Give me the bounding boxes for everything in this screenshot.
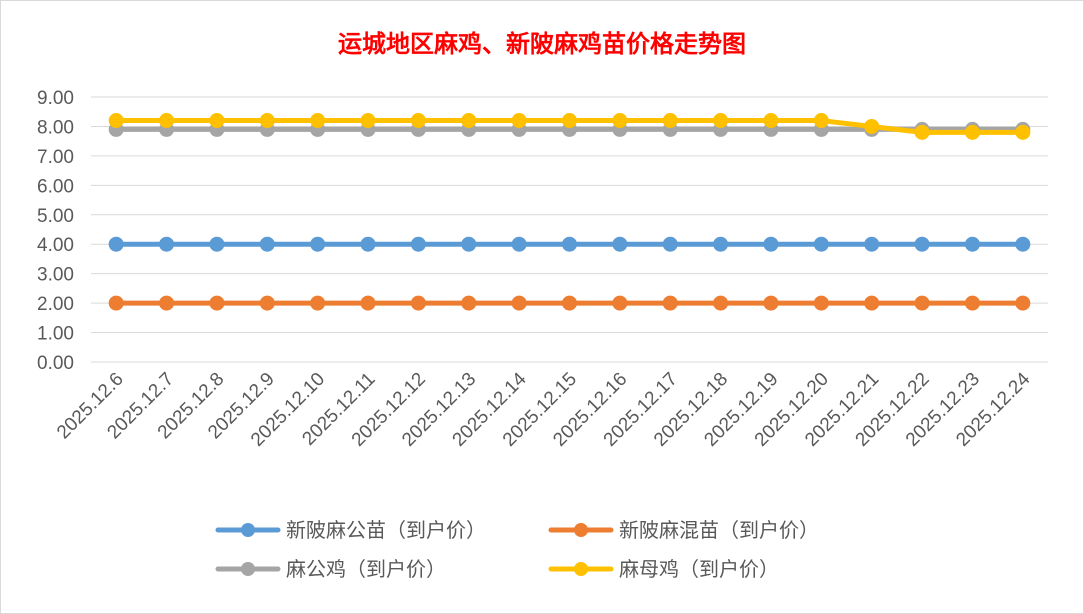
y-tick-label: 2.00 <box>37 294 74 315</box>
y-tick-label: 9.00 <box>37 88 74 109</box>
legend-item: 新陂麻公苗（到户价） <box>215 518 486 542</box>
legend-marker <box>241 562 255 576</box>
data-point <box>310 236 326 252</box>
data-point <box>108 236 124 252</box>
legend-label: 麻母鸡（到户价） <box>619 557 779 581</box>
data-point <box>713 295 729 311</box>
data-point <box>410 113 426 129</box>
data-point <box>864 236 880 252</box>
data-point <box>612 295 628 311</box>
legend-label: 麻公鸡（到户价） <box>286 557 446 581</box>
data-point <box>914 295 930 311</box>
data-point <box>562 113 577 129</box>
data-point <box>461 113 477 129</box>
data-point <box>1015 124 1031 140</box>
x-axis-ticks: 2025.12.62025.12.72025.12.82025.12.92025… <box>53 368 1035 450</box>
data-point <box>763 236 779 252</box>
data-point <box>964 295 980 311</box>
y-tick-label: 8.00 <box>37 117 74 138</box>
legend-label: 新陂麻混苗（到户价） <box>619 518 819 542</box>
data-point <box>662 295 678 311</box>
legend: 新陂麻公苗（到户价） 新陂麻混苗（到户价） 麻公鸡（到户价） 麻母鸡（到户价） <box>215 518 819 581</box>
series-group <box>108 113 1031 311</box>
legend-item: 新陂麻混苗（到户价） <box>548 518 819 542</box>
data-point <box>1015 236 1031 252</box>
chart-title: 运城地区麻鸡、新陂麻鸡苗价格走势图 <box>338 29 746 58</box>
data-point <box>914 236 930 252</box>
data-point <box>713 236 729 252</box>
data-point <box>159 113 175 129</box>
data-point <box>612 236 628 252</box>
data-point <box>209 236 225 252</box>
data-point <box>813 295 829 311</box>
y-tick-label: 3.00 <box>37 265 74 286</box>
legend-marker <box>574 523 588 537</box>
y-axis-ticks: 0.00 1.00 2.00 3.00 4.00 5.00 6.00 7.00 8.00 9.00 <box>37 88 74 374</box>
data-point <box>360 113 376 129</box>
data-point <box>813 236 829 252</box>
legend-label: 新陂麻公苗（到户价） <box>286 518 486 542</box>
data-point <box>713 113 729 129</box>
data-point <box>259 295 275 311</box>
data-point <box>310 295 326 311</box>
data-point <box>964 236 980 252</box>
data-point <box>662 113 678 129</box>
data-point <box>108 295 124 311</box>
data-point <box>360 295 376 311</box>
data-point <box>813 113 829 129</box>
data-point <box>562 295 577 311</box>
data-point <box>410 236 426 252</box>
data-point <box>209 113 225 129</box>
data-point <box>461 236 477 252</box>
data-point <box>259 113 275 129</box>
data-point <box>209 295 225 311</box>
data-point <box>511 113 527 129</box>
data-point <box>159 236 175 252</box>
data-point <box>964 124 980 140</box>
data-point <box>461 295 477 311</box>
data-point <box>612 113 628 129</box>
data-point <box>511 295 527 311</box>
y-tick-label: 4.00 <box>37 235 74 256</box>
data-point <box>763 295 779 311</box>
y-tick-label: 6.00 <box>37 176 74 197</box>
legend-marker <box>574 562 588 576</box>
data-point <box>259 236 275 252</box>
data-point <box>662 236 678 252</box>
data-point <box>410 295 426 311</box>
data-point <box>763 113 779 129</box>
series-0 <box>108 236 1031 252</box>
data-point <box>914 124 930 140</box>
data-point <box>310 113 326 129</box>
y-tick-label: 5.00 <box>37 206 74 227</box>
data-point <box>159 295 175 311</box>
data-point <box>360 236 376 252</box>
legend-marker <box>241 523 255 537</box>
series-1 <box>108 295 1031 311</box>
y-tick-label: 7.00 <box>37 147 74 168</box>
legend-item: 麻母鸡（到户价） <box>548 557 779 581</box>
data-point <box>864 118 880 134</box>
data-point <box>864 295 880 311</box>
y-tick-label: 0.00 <box>37 353 74 374</box>
y-tick-label: 1.00 <box>37 324 74 345</box>
data-point <box>108 113 124 129</box>
data-point <box>562 236 577 252</box>
legend-item: 麻公鸡（到户价） <box>215 557 446 581</box>
data-point <box>1015 295 1031 311</box>
data-point <box>511 236 527 252</box>
series-3 <box>108 113 1031 140</box>
